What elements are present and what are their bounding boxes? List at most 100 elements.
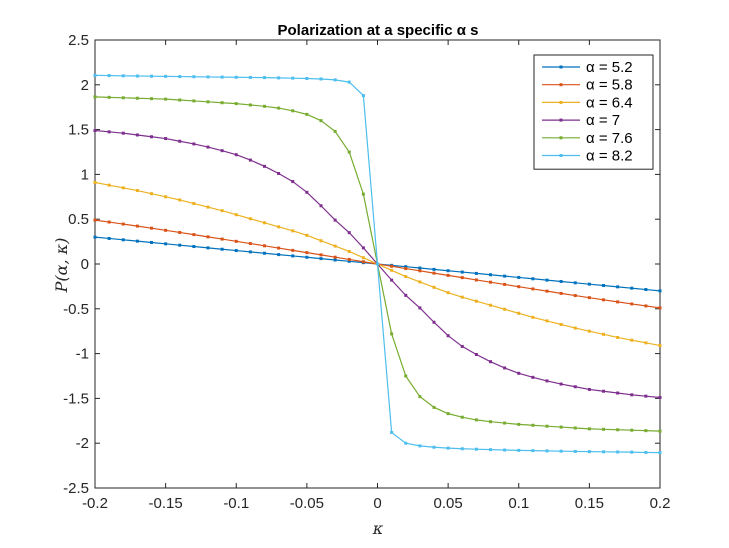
data-point <box>121 131 125 135</box>
data-point <box>432 445 436 449</box>
data-point <box>164 137 168 141</box>
data-point <box>587 296 591 300</box>
y-tick-label: 0.5 <box>68 211 89 228</box>
legend-marker <box>559 118 563 122</box>
y-tick-label: 1 <box>81 166 89 183</box>
data-point <box>319 253 323 257</box>
data-point <box>361 94 365 98</box>
data-point <box>489 360 492 364</box>
data-point <box>248 242 252 246</box>
data-point <box>93 128 97 132</box>
data-point <box>220 209 224 213</box>
legend-marker <box>559 65 563 69</box>
data-point <box>446 273 450 277</box>
data-point <box>460 415 464 419</box>
data-point <box>460 270 464 274</box>
x-tick-label: 0.05 <box>434 495 463 512</box>
data-point <box>474 447 478 451</box>
data-point <box>418 444 422 448</box>
y-tick-label: 0 <box>81 256 89 273</box>
data-point <box>630 393 634 397</box>
data-point <box>234 249 238 253</box>
legend-item: α = 5.2 <box>542 59 633 76</box>
data-point <box>234 213 238 217</box>
legend-item: α = 6.4 <box>542 94 633 111</box>
data-point <box>234 153 238 157</box>
data-point <box>248 158 252 162</box>
data-point <box>587 282 591 286</box>
data-point <box>460 344 464 348</box>
data-point <box>573 426 577 430</box>
data-point <box>531 375 535 379</box>
data-point <box>107 183 111 187</box>
x-tick-label: -0.1 <box>223 495 249 512</box>
data-point <box>121 222 125 226</box>
data-point <box>93 95 97 99</box>
data-point <box>178 98 182 102</box>
y-axis-ticks: 2.5 2 1.5 1 0.5 0 -0.5 -1 -1.5 -2 -2.5 <box>63 32 660 497</box>
data-point <box>587 427 591 431</box>
data-point <box>333 244 337 248</box>
y-tick-label: 2 <box>81 77 89 94</box>
data-point <box>319 77 323 81</box>
data-point <box>404 374 408 378</box>
data-point <box>107 220 111 224</box>
data-point <box>390 332 394 336</box>
data-point <box>361 260 365 264</box>
data-point <box>390 430 394 434</box>
data-point <box>559 425 563 429</box>
data-point <box>474 299 478 303</box>
data-point <box>559 449 563 453</box>
data-point <box>418 395 422 399</box>
data-point <box>333 255 337 259</box>
data-point <box>390 268 394 272</box>
data-point <box>361 256 365 260</box>
data-point <box>616 300 620 304</box>
data-point <box>263 164 266 168</box>
data-point <box>489 280 492 284</box>
data-point <box>291 248 295 252</box>
legend-box <box>533 54 654 170</box>
data-point <box>291 109 295 113</box>
data-point <box>658 451 662 455</box>
data-point <box>333 78 337 82</box>
data-point <box>107 74 111 78</box>
data-point <box>390 278 394 282</box>
data-point <box>291 229 295 233</box>
data-point <box>305 233 309 237</box>
data-point <box>263 221 266 225</box>
series-lines <box>93 73 662 455</box>
data-point <box>305 190 309 194</box>
data-point <box>616 285 620 289</box>
data-point <box>347 249 351 253</box>
data-point <box>192 99 196 103</box>
data-point <box>107 236 111 240</box>
data-point <box>489 273 492 277</box>
data-point <box>164 195 168 199</box>
data-point <box>460 295 464 299</box>
data-point <box>150 192 153 196</box>
data-point <box>559 322 563 326</box>
data-point <box>404 275 408 279</box>
data-point <box>376 262 379 266</box>
data-point <box>178 230 182 234</box>
data-point <box>192 202 196 206</box>
data-point <box>319 119 323 123</box>
data-point <box>531 287 535 291</box>
legend-label: α = 6.4 <box>586 94 633 111</box>
data-point <box>164 228 168 232</box>
x-tick-label: -0.2 <box>82 495 108 512</box>
data-point <box>432 267 436 271</box>
chart-title: Polarization at a specific α s <box>278 22 479 39</box>
legend-item: α = 7.6 <box>542 130 633 147</box>
data-point <box>220 149 224 153</box>
data-point <box>644 394 648 398</box>
data-point <box>305 251 309 255</box>
data-point <box>616 335 620 339</box>
data-point <box>531 449 535 453</box>
data-point <box>616 450 620 454</box>
y-tick-label: -1 <box>76 346 89 363</box>
data-point <box>503 282 507 286</box>
data-point <box>206 100 210 104</box>
data-point <box>390 264 394 268</box>
